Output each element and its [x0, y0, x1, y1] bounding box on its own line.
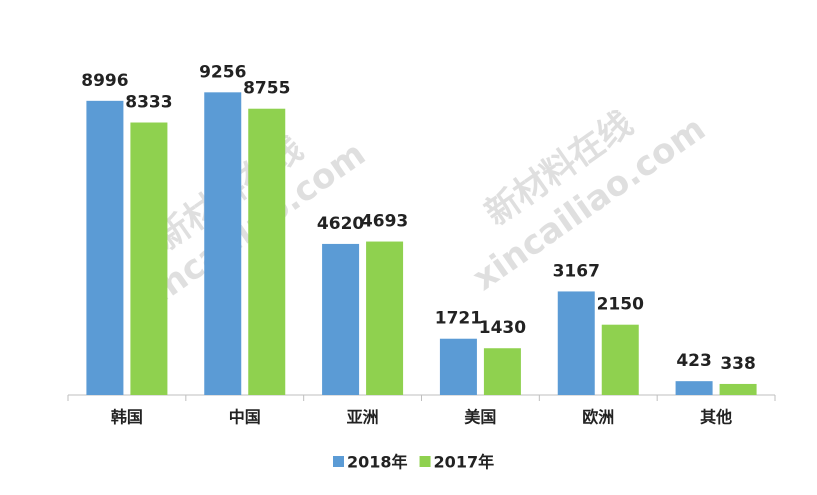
data-label: 338	[720, 354, 756, 374]
bar	[248, 108, 286, 396]
bar	[130, 122, 168, 396]
bar	[322, 243, 360, 395]
data-label: 423	[676, 351, 712, 371]
legend-label: 2018年	[347, 453, 408, 472]
data-label: 2150	[597, 295, 644, 315]
legend-swatch	[419, 456, 431, 467]
data-label: 9256	[199, 62, 246, 82]
data-label: 4693	[361, 212, 408, 232]
data-label: 4620	[317, 214, 364, 234]
bar	[675, 381, 713, 395]
data-label: 1721	[435, 309, 482, 329]
x-tick-label: 欧洲	[582, 408, 614, 427]
data-label: 8333	[125, 93, 172, 113]
data-label: 1430	[479, 318, 526, 338]
legend-swatch	[333, 456, 344, 467]
x-tick-label: 韩国	[111, 408, 143, 427]
bar	[557, 291, 595, 395]
bar	[86, 100, 124, 395]
bar	[204, 92, 242, 395]
data-label: 8755	[243, 79, 290, 99]
x-tick-label: 亚洲	[347, 408, 379, 427]
data-label: 8996	[81, 71, 128, 91]
x-tick-label: 美国	[464, 408, 496, 427]
x-tick-label: 中国	[229, 408, 261, 427]
bar	[483, 348, 521, 395]
bar	[439, 338, 477, 395]
legend-label: 2017年	[434, 453, 495, 472]
x-tick-label: 其他	[700, 408, 732, 427]
bar	[601, 324, 639, 395]
bar	[719, 383, 757, 395]
bar	[366, 241, 404, 395]
data-label: 3167	[553, 261, 600, 281]
